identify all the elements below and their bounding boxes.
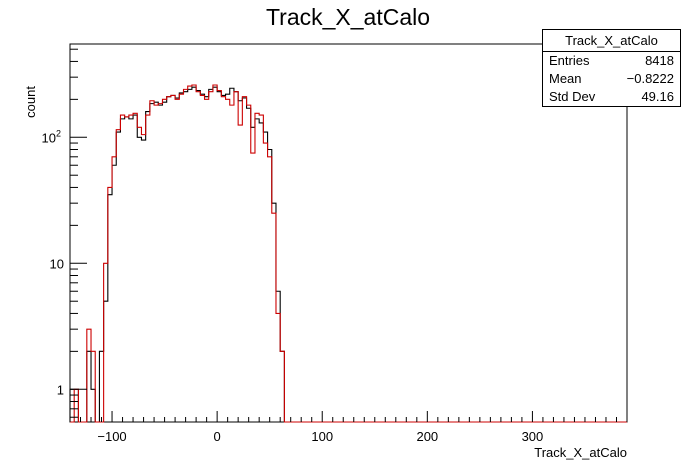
chart-title: Track_X_atCalo: [265, 4, 431, 30]
histogram-series-1: [70, 84, 627, 423]
stats-value: −0.8222: [626, 71, 674, 86]
x-tick-label: −100: [97, 429, 126, 444]
stats-row-entries: Entries 8418: [543, 52, 680, 70]
y-tick-label: 1: [57, 382, 64, 397]
x-tick-label: 300: [522, 429, 544, 444]
y-tick-exponent: 2: [56, 128, 61, 138]
series-layer: [69, 84, 627, 423]
stats-label: Mean: [549, 71, 582, 86]
x-tick-label: 200: [416, 429, 438, 444]
stats-value: 8418: [645, 53, 674, 68]
y-tick-label: 10: [42, 130, 56, 145]
y-tick-label: 10: [50, 256, 64, 271]
stats-row-mean: Mean −0.8222: [543, 70, 680, 88]
x-tick-label: 0: [214, 429, 221, 444]
y-axis-label: count: [23, 86, 38, 118]
x-tick-label: 100: [311, 429, 333, 444]
histogram-series-0: [69, 86, 627, 423]
stats-value: 49.16: [641, 89, 674, 104]
stats-label: Std Dev: [549, 89, 596, 104]
x-axis-ticks: −100 0 100 200 300: [69, 411, 628, 444]
x-axis-label: Track_X_atCalo: [534, 445, 627, 460]
stats-row-stddev: Std Dev 49.16: [543, 88, 680, 106]
stats-label: Entries: [549, 53, 590, 68]
stats-box-title: Track_X_atCalo: [543, 30, 680, 52]
stats-box: Track_X_atCalo Entries 8418 Mean −0.8222…: [542, 29, 681, 107]
